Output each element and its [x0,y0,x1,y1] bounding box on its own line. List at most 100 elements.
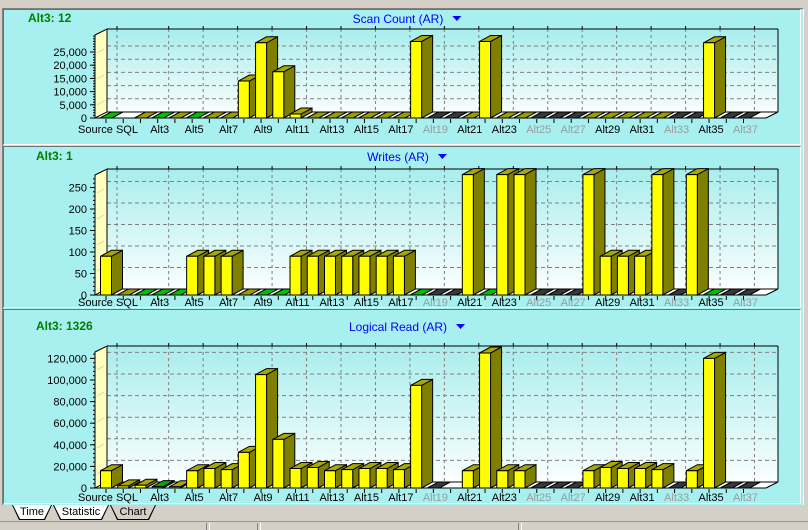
svg-text:Alt5: Alt5 [185,492,204,504]
zero-bar-Source SQL[interactable] [99,111,124,119]
zero-bar-Alt16[interactable] [375,111,399,119]
bar-Alt32[interactable] [651,167,675,296]
bar-Alt22[interactable] [479,34,503,119]
zero-bar-Alt18[interactable] [409,288,434,296]
zero-bar-Alt36[interactable] [720,288,744,296]
svg-text:Alt11: Alt11 [285,124,309,136]
bar-Source SQL[interactable] [100,249,123,296]
zero-bar-Alt37[interactable] [737,481,761,489]
svg-text:250: 250 [69,183,87,195]
zero-bar-Alt8[interactable] [237,288,262,296]
svg-text:40,000: 40,000 [53,440,87,452]
zero-bar-Alt33[interactable] [668,111,692,119]
zero-bar-Alt23[interactable] [496,111,520,119]
svg-text:Source SQL: Source SQL [78,124,138,136]
bar-Alt21[interactable] [461,167,485,296]
svg-text:20,000: 20,000 [53,461,87,473]
bar-Alt17[interactable] [392,249,416,296]
zero-bar-Alt30[interactable] [616,111,641,119]
zero-bar-Alt19[interactable] [427,288,451,296]
zero-bar-Alt13[interactable] [323,111,348,119]
zero-bar-Alt29[interactable] [599,111,623,119]
zero-bar-Alt27[interactable] [564,111,589,119]
status-divider [257,523,261,530]
zero-bar-Alt26[interactable] [547,111,572,119]
zero-bar-Alt4[interactable] [168,111,193,119]
chart-title: Writes (AR) [367,150,429,164]
tab-statistic[interactable]: Statistic [53,505,109,520]
zero-bar-Alt2[interactable] [134,111,158,119]
zero-bar-Alt35[interactable] [702,288,727,296]
svg-text:Alt19: Alt19 [423,297,448,309]
zero-bar-Alt5[interactable] [185,111,210,119]
metric-dropdown[interactable]: Writes (AR) [367,150,447,164]
bar-Source SQL[interactable] [100,463,123,489]
bar-Alt22[interactable] [479,346,503,489]
bar-Alt18[interactable] [410,378,434,489]
tab-time[interactable]: Time [12,505,52,520]
selected-alt-value: Alt3: 1326 [36,319,93,333]
svg-text:Alt29: Alt29 [595,492,620,504]
zero-bar-Alt25[interactable] [530,481,554,489]
chevron-down-icon [437,154,447,159]
zero-bar-Alt20[interactable] [444,111,468,119]
zero-bar-Alt37[interactable] [737,111,761,119]
bar-Alt3[interactable] [151,479,175,489]
bar-Alt1[interactable] [117,478,141,489]
bar-Alt18[interactable] [410,34,434,119]
svg-text:Alt37: Alt37 [733,492,758,504]
chart-title: Logical Read (AR) [349,320,447,334]
zero-bar-Alt25[interactable] [530,111,554,119]
zero-bar-Alt37[interactable] [737,288,761,296]
zero-bar-Alt9[interactable] [254,288,279,296]
svg-text:Alt5: Alt5 [185,297,204,309]
svg-text:Alt25: Alt25 [526,492,551,504]
svg-text:Alt13: Alt13 [319,297,344,309]
svg-text:Alt9: Alt9 [254,492,273,504]
tab-time-label: Time [19,506,45,518]
bar-Alt34[interactable] [685,167,709,296]
zero-bar-Alt15[interactable] [358,111,382,119]
bar-Alt24[interactable] [513,167,537,296]
zero-bar-Alt19[interactable] [427,481,451,489]
zero-bar-Alt3[interactable] [151,288,175,296]
bar-Alt35[interactable] [703,35,727,119]
svg-text:0: 0 [81,290,87,302]
zero-bar-Alt25[interactable] [530,288,554,296]
svg-text:Alt21: Alt21 [457,297,482,309]
zero-bar-Alt12[interactable] [306,111,330,119]
svg-text:25,000: 25,000 [53,47,87,59]
zero-bar-Alt31[interactable] [633,111,658,119]
zero-bar-Alt6[interactable] [203,111,227,119]
chevron-down-icon [452,16,462,21]
zero-bar-Alt26[interactable] [547,481,572,489]
zero-bar-Alt32[interactable] [651,111,675,119]
svg-text:Alt23: Alt23 [492,124,517,136]
zero-bar-Alt1[interactable] [116,288,141,296]
bar-Alt35[interactable] [703,351,727,489]
bar-Alt32[interactable] [651,462,675,489]
bar-Alt7[interactable] [220,249,244,296]
metric-dropdown[interactable]: Logical Read (AR) [349,320,466,334]
svg-text:Alt15: Alt15 [354,297,379,309]
svg-text:Alt9: Alt9 [254,297,273,309]
svg-text:50: 50 [75,269,87,281]
tab-chart[interactable]: Chart [110,505,156,520]
metric-dropdown[interactable]: Scan Count (AR) [353,12,462,26]
bar-Alt2[interactable] [134,478,158,489]
svg-text:Alt7: Alt7 [219,124,238,136]
zero-bar-Alt19[interactable] [427,111,451,119]
bar-Alt11[interactable] [289,107,313,119]
bar-Alt10[interactable] [272,64,296,119]
zero-bar-Alt24[interactable] [513,111,537,119]
zero-bar-Alt14[interactable] [340,111,365,119]
zero-bar-Alt28[interactable] [582,111,606,119]
bar-Alt24[interactable] [513,463,537,489]
zero-bar-Alt3[interactable] [151,111,175,119]
zero-bar-Alt36[interactable] [720,481,744,489]
zero-bar-Alt36[interactable] [720,111,744,119]
svg-text:Alt35: Alt35 [699,124,724,136]
zero-bar-Alt26[interactable] [547,288,572,296]
zero-bar-Alt2[interactable] [134,288,158,296]
